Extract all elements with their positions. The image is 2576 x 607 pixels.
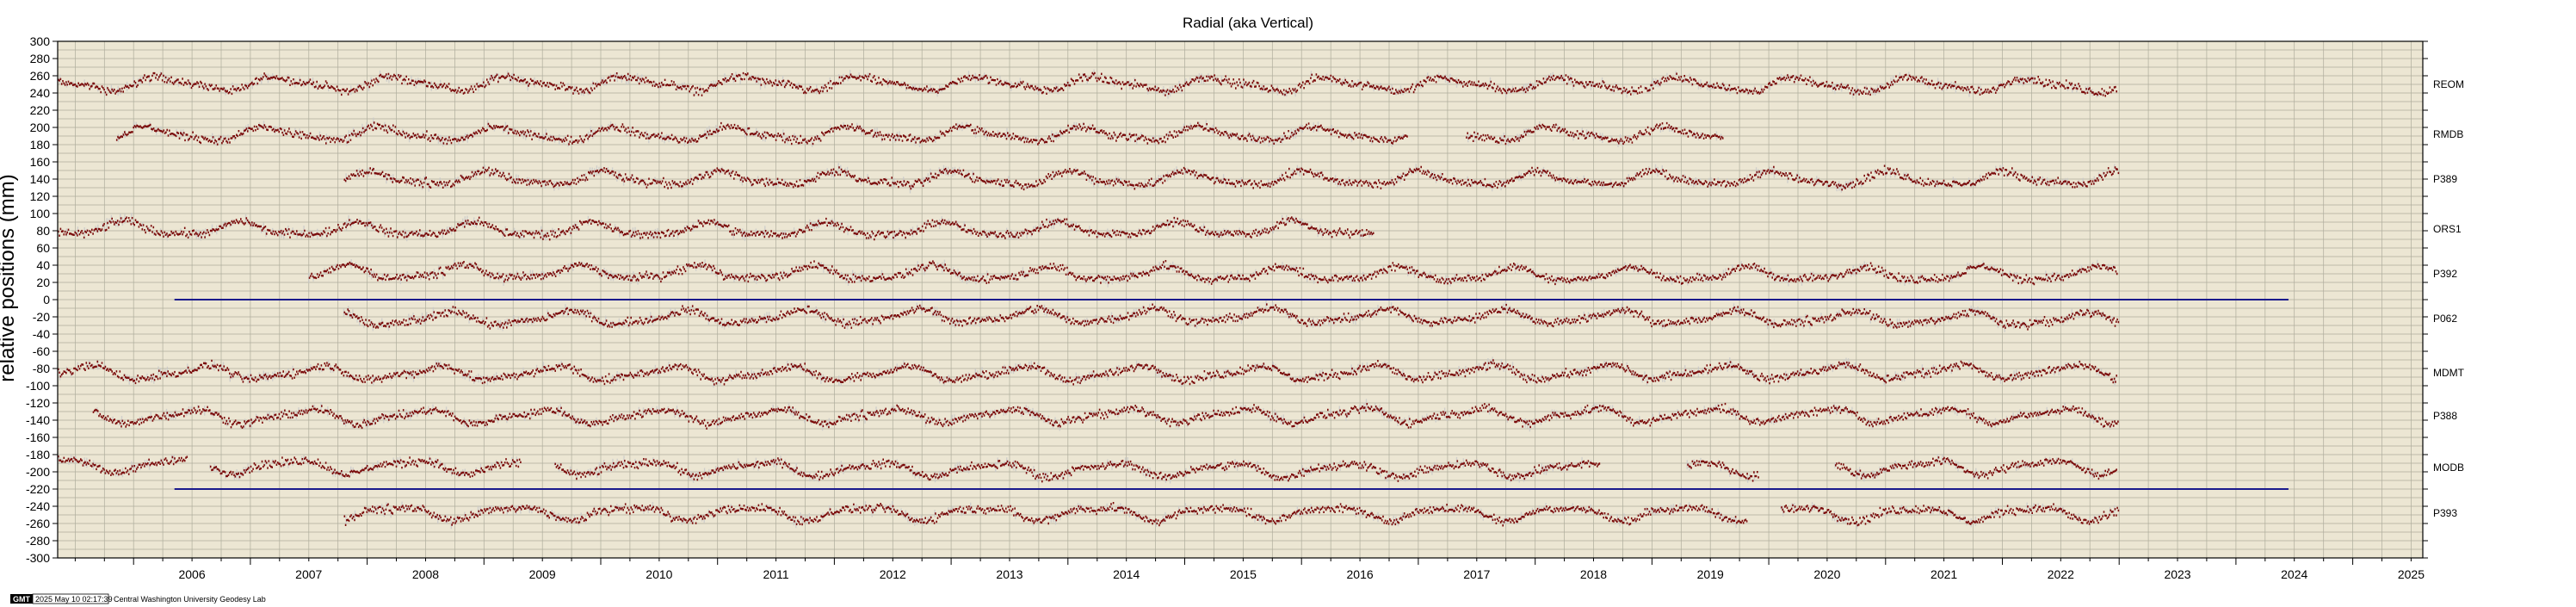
x-tick-label: 2020 bbox=[1813, 567, 1840, 581]
x-tick-label: 2009 bbox=[529, 567, 556, 581]
y-tick-label: -300 bbox=[26, 551, 50, 565]
series-label-modb: MODB bbox=[2433, 461, 2464, 474]
x-tick-label: 2012 bbox=[880, 567, 906, 581]
y-tick-label: 260 bbox=[30, 69, 51, 83]
y-tick-label: -280 bbox=[26, 534, 50, 548]
axes bbox=[53, 40, 2428, 565]
y-tick-label: -180 bbox=[26, 448, 50, 461]
y-tick-label: 0 bbox=[43, 293, 50, 307]
reference-lines bbox=[174, 299, 2289, 490]
y-tick-label: -200 bbox=[26, 465, 50, 479]
y-tick-label: 300 bbox=[30, 34, 51, 48]
x-tick-label: 2006 bbox=[178, 567, 205, 581]
x-tick-label: 2019 bbox=[1697, 567, 1724, 581]
series-label-mdmt: MDMT bbox=[2433, 367, 2465, 379]
points-p389 bbox=[343, 164, 2120, 191]
points-p388 bbox=[92, 402, 2119, 430]
y-tick-label: 100 bbox=[30, 207, 51, 220]
x-tick-label: 2025 bbox=[2398, 567, 2425, 581]
y-tick-label: -120 bbox=[26, 396, 50, 410]
y-tick-labels: 3002802602402202001801601401201008060402… bbox=[26, 34, 50, 565]
points-ors1 bbox=[58, 216, 1374, 241]
y-axis-label: relative positions (mm) bbox=[0, 174, 19, 381]
y-tick-label: -260 bbox=[26, 517, 50, 530]
series-label-p388: P388 bbox=[2433, 410, 2457, 422]
y-tick-label: -140 bbox=[26, 413, 50, 427]
series-label-p389: P389 bbox=[2433, 173, 2457, 185]
gmt-logo-box bbox=[10, 594, 33, 604]
points-rmdb bbox=[115, 121, 1724, 146]
y-tick-label: 180 bbox=[30, 138, 51, 152]
x-tick-label: 2010 bbox=[646, 567, 672, 581]
series-labels: REOM RMDB P389 ORS1 P392 P062 MDMT P388 MODB P393 bbox=[2433, 78, 2465, 519]
x-tick-label: 2018 bbox=[1580, 567, 1607, 581]
data-points bbox=[58, 71, 2120, 527]
x-tick-label: 2017 bbox=[1463, 567, 1490, 581]
timestamp: 2025 May 10 02:17:39 bbox=[35, 595, 113, 604]
points-p393 bbox=[343, 502, 2120, 527]
y-tick-label: -240 bbox=[26, 499, 50, 513]
x-tick-labels: 2006 2007 2008 2009 2010 2011 2012 2013 2014 2015… bbox=[178, 567, 2425, 581]
y-tick-label: 20 bbox=[36, 276, 50, 289]
x-tick-label: 2024 bbox=[2281, 567, 2307, 581]
y-tick-label: 60 bbox=[36, 241, 50, 255]
y-tick-label: 40 bbox=[36, 258, 50, 272]
points-mdmt bbox=[58, 359, 2117, 386]
footer: GMT 2025 May 10 02:17:39 Central Washing… bbox=[10, 593, 266, 604]
y-tick-label: -40 bbox=[33, 327, 50, 341]
x-tick-label: 2013 bbox=[996, 567, 1022, 581]
points-reom bbox=[58, 71, 2117, 97]
series-label-p062: P062 bbox=[2433, 313, 2457, 325]
y-tick-label: -60 bbox=[33, 344, 50, 358]
y-tick-label: 220 bbox=[30, 103, 51, 117]
y-tick-label: -80 bbox=[33, 362, 50, 375]
y-tick-label: 280 bbox=[30, 52, 51, 65]
x-tick-label: 2022 bbox=[2048, 567, 2074, 581]
points-p062 bbox=[343, 303, 2120, 331]
x-tick-label: 2011 bbox=[763, 567, 789, 581]
x-tick-label: 2007 bbox=[295, 567, 322, 581]
y-tick-label: -100 bbox=[26, 379, 50, 393]
y-tick-label: 200 bbox=[30, 121, 51, 134]
tick-marks bbox=[53, 40, 2428, 565]
y-tick-label: 140 bbox=[30, 172, 51, 186]
y-tick-label: 240 bbox=[30, 86, 51, 100]
series-label-p392: P392 bbox=[2433, 268, 2457, 280]
y-tick-label: 120 bbox=[30, 189, 51, 203]
x-tick-label: 2023 bbox=[2164, 567, 2190, 581]
timestamp-box bbox=[32, 593, 109, 604]
points-p392 bbox=[308, 260, 2118, 286]
chart-title: Radial (aka Vertical) bbox=[1183, 15, 1313, 31]
gmt-logo: GMT bbox=[13, 595, 30, 604]
y-tick-label: 160 bbox=[30, 155, 51, 169]
y-tick-label: 80 bbox=[36, 224, 50, 238]
y-tick-label: -20 bbox=[33, 310, 50, 324]
x-tick-label: 2015 bbox=[1230, 567, 1257, 581]
credit: Central Washington University Geodesy La… bbox=[114, 595, 266, 604]
x-tick-label: 2014 bbox=[1113, 567, 1140, 581]
series-label-p393: P393 bbox=[2433, 507, 2457, 519]
x-tick-label: 2016 bbox=[1347, 567, 1374, 581]
series-label-ors1: ORS1 bbox=[2433, 223, 2462, 235]
points-modb bbox=[58, 455, 2117, 483]
x-tick-label: 2008 bbox=[412, 567, 439, 581]
y-tick-label: -160 bbox=[26, 430, 50, 444]
series-label-rmdb: RMDB bbox=[2433, 128, 2463, 140]
series-label-reom: REOM bbox=[2433, 78, 2464, 90]
x-tick-label: 2021 bbox=[1930, 567, 1957, 581]
y-tick-label: -220 bbox=[26, 482, 50, 496]
